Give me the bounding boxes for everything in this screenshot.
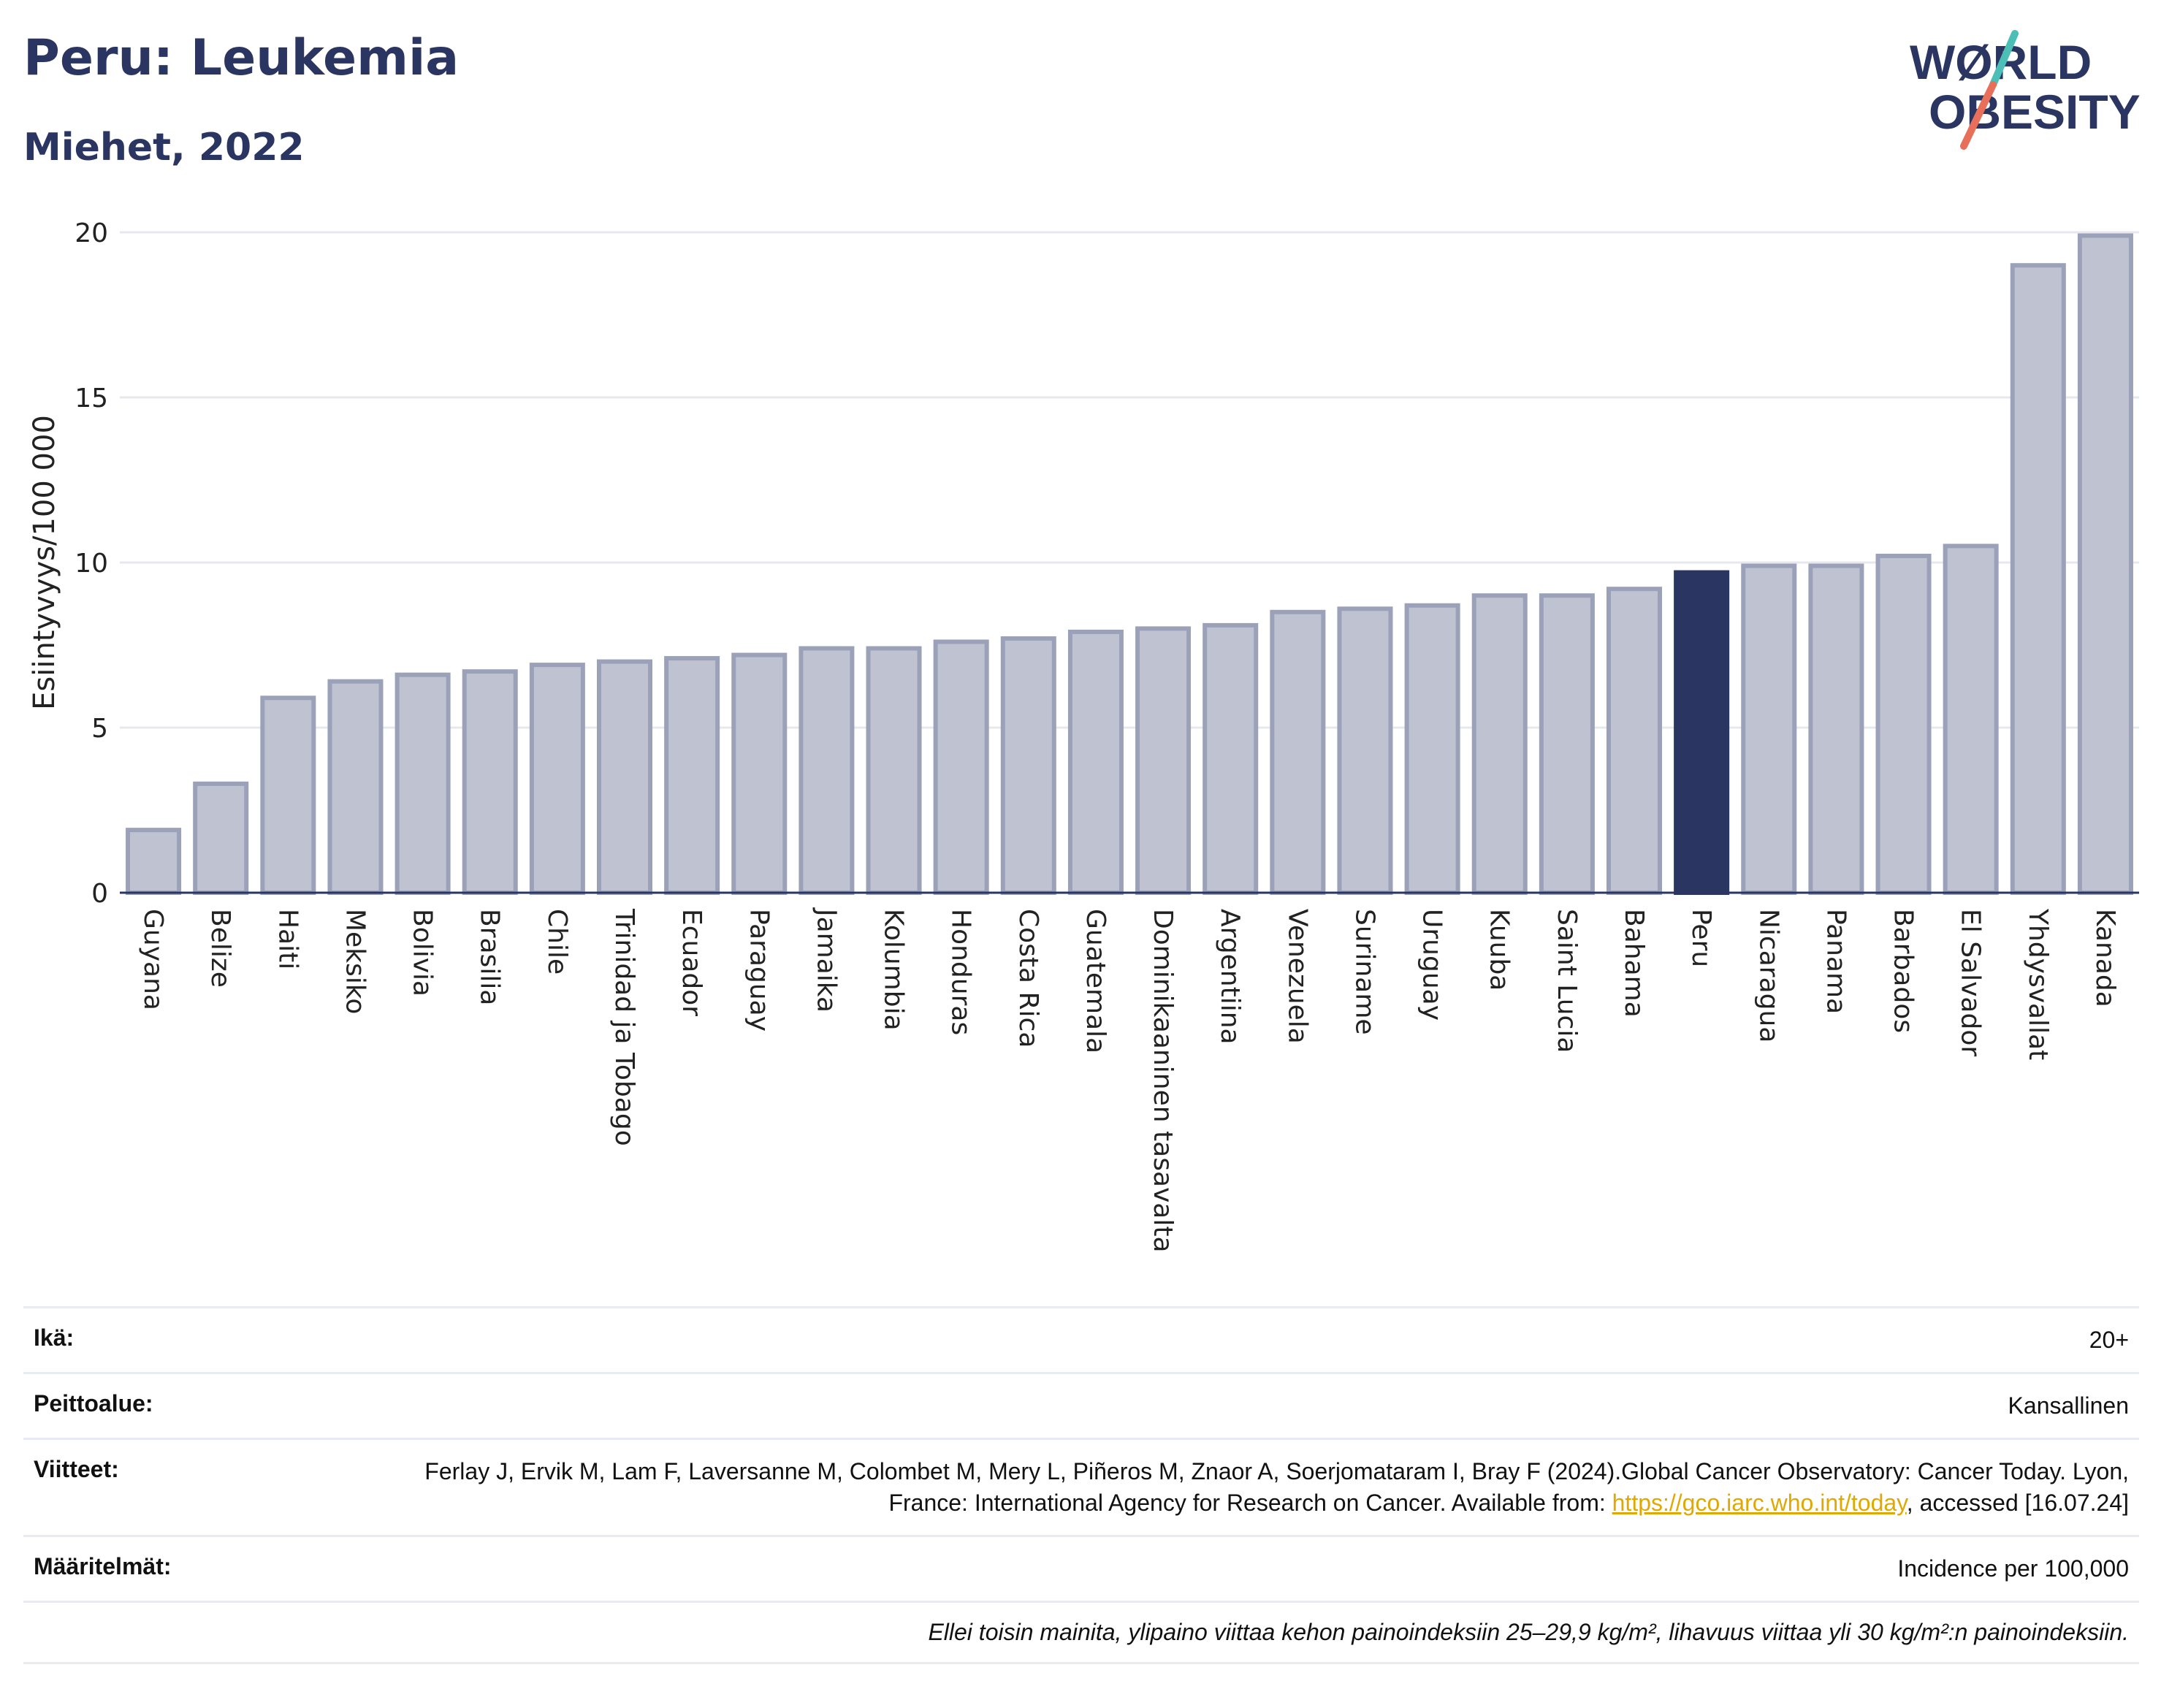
x-tick-label: Meksiko <box>340 909 370 1014</box>
x-tick-label: Suriname <box>1349 909 1379 1035</box>
bar <box>462 669 518 895</box>
x-tick-label: Haiti <box>272 909 302 969</box>
logo-line-2: OBESITY <box>1929 85 2141 139</box>
bar <box>799 646 855 896</box>
x-tick-label: Dominikaaninen tasavalta <box>1148 909 1178 1253</box>
coverage-label: Peittoalue: <box>34 1390 153 1417</box>
definitions-value: Incidence per 100,000 <box>1897 1555 2129 1582</box>
coverage-value: Kansallinen <box>2008 1392 2129 1419</box>
y-tick-label: 5 <box>91 714 108 744</box>
bar <box>1943 544 1999 896</box>
x-tick-label: Jamaika <box>811 907 841 1013</box>
x-tick-label: Argentiina <box>1215 909 1245 1045</box>
logo-stripe-teal <box>1989 30 2019 88</box>
age-value: 20+ <box>2089 1327 2129 1353</box>
bar <box>664 656 720 896</box>
x-tick-label: Ecuador <box>676 909 706 1016</box>
x-tick-label: Kuuba <box>1485 909 1514 991</box>
x-tick-label: Belize <box>205 909 235 988</box>
x-tick-label: Uruguay <box>1417 909 1447 1021</box>
x-tick-label: Trinidad ja Tobago <box>609 908 639 1146</box>
bar <box>126 828 182 895</box>
definitions-label: Määritelmät: <box>34 1553 172 1579</box>
bar <box>395 672 451 895</box>
bar <box>193 781 249 895</box>
x-tick-label: Kanada <box>2090 909 2120 1007</box>
bar-chart: 0 5 10 15 20 Esiintyvyys/100 000 Guyana Belize H… <box>28 218 2139 1253</box>
bar <box>529 663 585 895</box>
info-row-footnote: Ellei toisin mainita, ylipaino viittaa k… <box>23 1601 2139 1664</box>
page-title: Peru: Leukemia <box>23 29 460 87</box>
bar <box>1875 553 1932 896</box>
bar <box>1000 636 1056 896</box>
bar <box>596 659 653 895</box>
references-value: Ferlay J, Ervik M, Lam F, Laversanne M, … <box>339 1456 2129 1519</box>
x-tick-label: Costa Rica <box>1013 909 1043 1048</box>
references-accessed: , accessed [16.07.24] <box>1906 1490 2129 1516</box>
bar <box>1135 626 1192 896</box>
page-subtitle: Miehet, 2022 <box>23 126 305 169</box>
x-tick-label: Honduras <box>946 909 976 1035</box>
y-tick-label: 0 <box>91 879 108 909</box>
y-tick-label: 15 <box>75 384 108 413</box>
age-label: Ikä: <box>34 1324 75 1351</box>
bar <box>1741 563 1797 896</box>
footnote: Ellei toisin mainita, ylipaino viittaa k… <box>928 1619 2129 1645</box>
info-row-references: Viitteet: Ferlay J, Ervik M, Lam F, Lave… <box>23 1438 2139 1535</box>
references-text: Ferlay J, Ervik M, Lam F, Laversanne M, … <box>424 1458 2129 1516</box>
x-tick-label: Peru <box>1686 909 1716 967</box>
bar <box>731 652 788 895</box>
x-tick-label: Barbados <box>1889 909 1918 1033</box>
bar <box>1337 606 1393 896</box>
x-tick-label: Yhdysvallat <box>2023 908 2053 1060</box>
x-tick-label: Brasilia <box>475 909 505 1005</box>
y-axis-label: Esiintyvyys/100 000 <box>28 415 61 710</box>
y-tick-label: 20 <box>75 218 108 248</box>
x-tick-label: El Salvador <box>1956 909 1986 1056</box>
bar <box>260 695 316 895</box>
info-row-age: Ikä: 20+ <box>23 1306 2139 1372</box>
bar <box>866 646 922 896</box>
bar <box>2010 263 2066 895</box>
bar <box>1404 603 1460 895</box>
bar <box>933 639 989 895</box>
x-tick-label: Bahama <box>1619 909 1649 1018</box>
logo-stripe-coral <box>1960 81 1997 150</box>
world-obesity-logo: WØRLD OBESITY <box>1910 30 2141 150</box>
y-tick-label: 10 <box>75 549 108 579</box>
x-tick-label: Kolumbia <box>879 909 909 1031</box>
bar <box>1606 587 1663 895</box>
info-row-coverage: Peittoalue: Kansallinen <box>23 1372 2139 1438</box>
x-tick-label: Nicaragua <box>1753 909 1783 1042</box>
x-tick-label: Guyana <box>138 909 168 1010</box>
x-tick-label: Guatemala <box>1080 909 1110 1053</box>
bar <box>327 679 384 895</box>
bar <box>1270 609 1326 895</box>
x-tick-label: Venezuela <box>1282 909 1312 1044</box>
bar <box>2077 233 2133 895</box>
references-link[interactable]: https://gco.iarc.who.int/today <box>1612 1490 1907 1516</box>
references-label: Viitteet: <box>34 1456 119 1482</box>
bar <box>1067 629 1124 895</box>
bar <box>1674 570 1730 895</box>
x-tick-label: Saint Lucia <box>1552 909 1582 1053</box>
x-tick-label: Panama <box>1821 909 1851 1014</box>
bar <box>1471 593 1528 895</box>
x-tick-label: Bolivia <box>408 909 438 996</box>
x-tick-label: Paraguay <box>744 909 774 1032</box>
x-tick-label: Chile <box>542 909 572 975</box>
info-table: Ikä: 20+ Peittoalue: Kansallinen Viittee… <box>23 1306 2139 1664</box>
info-row-definitions: Määritelmät: Incidence per 100,000 <box>23 1535 2139 1601</box>
bar <box>1203 622 1259 895</box>
bar <box>1808 563 1864 896</box>
bar <box>1539 593 1595 895</box>
